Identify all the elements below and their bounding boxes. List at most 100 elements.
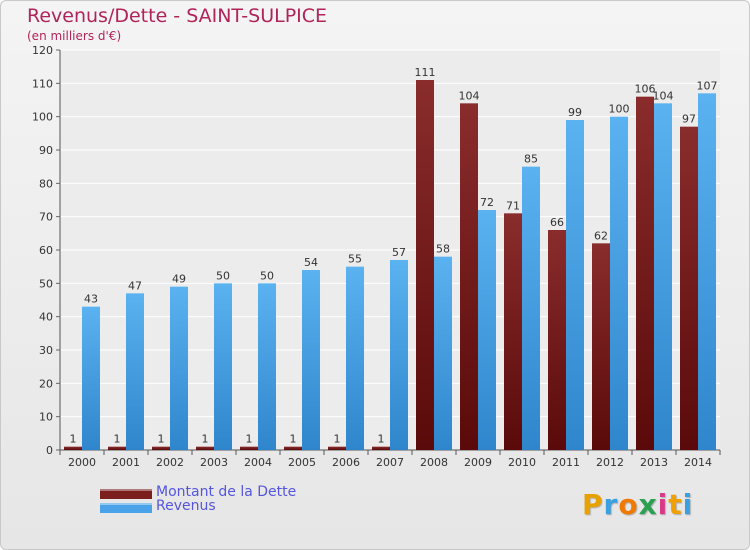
bar-chart: 0 10 20 30 40 50 60 70 80 90 100 110 120 1 43 2000 1 47 20… <box>32 44 721 469</box>
data-label-debt: 66 <box>550 216 564 229</box>
bar-revenue <box>610 116 628 451</box>
data-label-debt: 1 <box>334 433 341 446</box>
bar-revenue <box>170 286 188 450</box>
bar-debt <box>108 446 126 450</box>
logo-letter: x <box>638 488 658 521</box>
legend-swatch-revenue <box>100 503 152 513</box>
x-tick-label: 2010 <box>508 456 536 469</box>
bar-debt <box>504 213 522 450</box>
data-label-revenue: 57 <box>392 246 406 259</box>
x-tick-label: 2004 <box>244 456 272 469</box>
data-label-revenue: 55 <box>348 253 362 266</box>
bar-revenue <box>346 266 364 450</box>
data-label-debt: 1 <box>158 433 165 446</box>
bar-revenue <box>302 270 320 450</box>
bar-debt <box>196 446 214 450</box>
y-tick-label: 60 <box>39 244 53 257</box>
data-label-revenue: 50 <box>216 269 230 282</box>
data-label-debt: 1 <box>202 433 209 446</box>
bar-revenue <box>566 120 584 450</box>
y-tick-label: 10 <box>39 411 53 424</box>
data-label-revenue: 50 <box>260 269 274 282</box>
data-label-revenue: 54 <box>304 256 318 269</box>
bar-revenue <box>82 306 100 450</box>
bar-debt <box>680 126 698 451</box>
bar-debt <box>416 80 434 450</box>
bar-debt <box>284 446 302 450</box>
bar-debt <box>636 96 654 451</box>
y-tick-label: 120 <box>32 44 53 57</box>
bar-revenue <box>390 260 408 450</box>
bar-debt <box>592 243 610 450</box>
logo-letter: r <box>603 488 619 521</box>
data-label-revenue: 100 <box>609 103 630 116</box>
data-label-revenue: 99 <box>568 106 582 119</box>
data-label-debt: 104 <box>459 89 480 102</box>
bar-debt <box>152 446 170 450</box>
data-label-revenue: 104 <box>653 89 674 102</box>
y-tick-label: 90 <box>39 144 53 157</box>
y-tick-label: 100 <box>32 111 53 124</box>
logo-letter: i <box>657 488 669 521</box>
bar-debt <box>548 230 566 450</box>
logo-letter: P <box>582 488 604 521</box>
bar-debt <box>64 446 82 450</box>
chart-subtitle: (en milliers d'€) <box>27 29 122 43</box>
bar-revenue <box>522 166 540 450</box>
data-label-debt: 106 <box>635 83 656 96</box>
logo-letter: o <box>618 488 639 521</box>
data-label-revenue: 47 <box>128 279 142 292</box>
proxiti-logo: Proxiti <box>582 488 693 521</box>
data-label-revenue: 107 <box>697 79 718 92</box>
y-tick-label: 50 <box>39 277 53 290</box>
legend-label-debt: Montant de la Dette <box>156 484 297 500</box>
legend-swatch-debt <box>100 489 152 499</box>
chart-title: Revenus/Dette - SAINT-SULPICE <box>27 5 328 27</box>
bar-revenue <box>478 210 496 450</box>
x-tick-label: 2001 <box>112 456 140 469</box>
x-tick-label: 2002 <box>156 456 184 469</box>
y-tick-label: 40 <box>39 311 53 324</box>
y-tick-label: 70 <box>39 211 53 224</box>
y-tick-label: 80 <box>39 177 53 190</box>
data-label-revenue: 49 <box>172 273 186 286</box>
x-tick-label: 2005 <box>288 456 316 469</box>
data-label-debt: 111 <box>415 66 436 79</box>
bar-debt <box>240 446 258 450</box>
x-tick-label: 2007 <box>376 456 404 469</box>
bar-revenue <box>654 103 672 450</box>
data-label-revenue: 85 <box>524 153 538 166</box>
data-label-debt: 1 <box>378 433 385 446</box>
x-tick-label: 2000 <box>68 456 96 469</box>
bar-revenue <box>126 293 144 450</box>
x-tick-label: 2012 <box>596 456 624 469</box>
x-tick-label: 2011 <box>552 456 580 469</box>
y-tick-label: 30 <box>39 344 53 357</box>
y-tick-label: 110 <box>32 77 53 90</box>
data-label-debt: 97 <box>682 113 696 126</box>
y-tick-label: 20 <box>39 377 53 390</box>
data-label-debt: 1 <box>290 433 297 446</box>
legend-label-revenue: Revenus <box>156 498 216 514</box>
bar-debt <box>460 103 478 450</box>
data-label-debt: 62 <box>594 229 608 242</box>
bar-debt <box>372 446 390 450</box>
bar-revenue <box>434 256 452 450</box>
x-tick-label: 2008 <box>420 456 448 469</box>
data-label-debt: 1 <box>114 433 121 446</box>
logo-letter: i <box>682 488 694 521</box>
data-label-debt: 71 <box>506 199 520 212</box>
data-label-debt: 1 <box>246 433 253 446</box>
logo-letter: t <box>668 488 683 521</box>
data-label-revenue: 43 <box>84 293 98 306</box>
x-tick-label: 2014 <box>684 456 712 469</box>
x-tick-label: 2003 <box>200 456 228 469</box>
x-tick-label: 2013 <box>640 456 668 469</box>
bar-debt <box>328 446 346 450</box>
bar-revenue <box>258 283 276 450</box>
x-tick-label: 2006 <box>332 456 360 469</box>
data-label-debt: 1 <box>70 433 77 446</box>
y-tick-label: 0 <box>46 444 53 457</box>
bar-revenue <box>214 283 232 450</box>
data-label-revenue: 72 <box>480 196 494 209</box>
